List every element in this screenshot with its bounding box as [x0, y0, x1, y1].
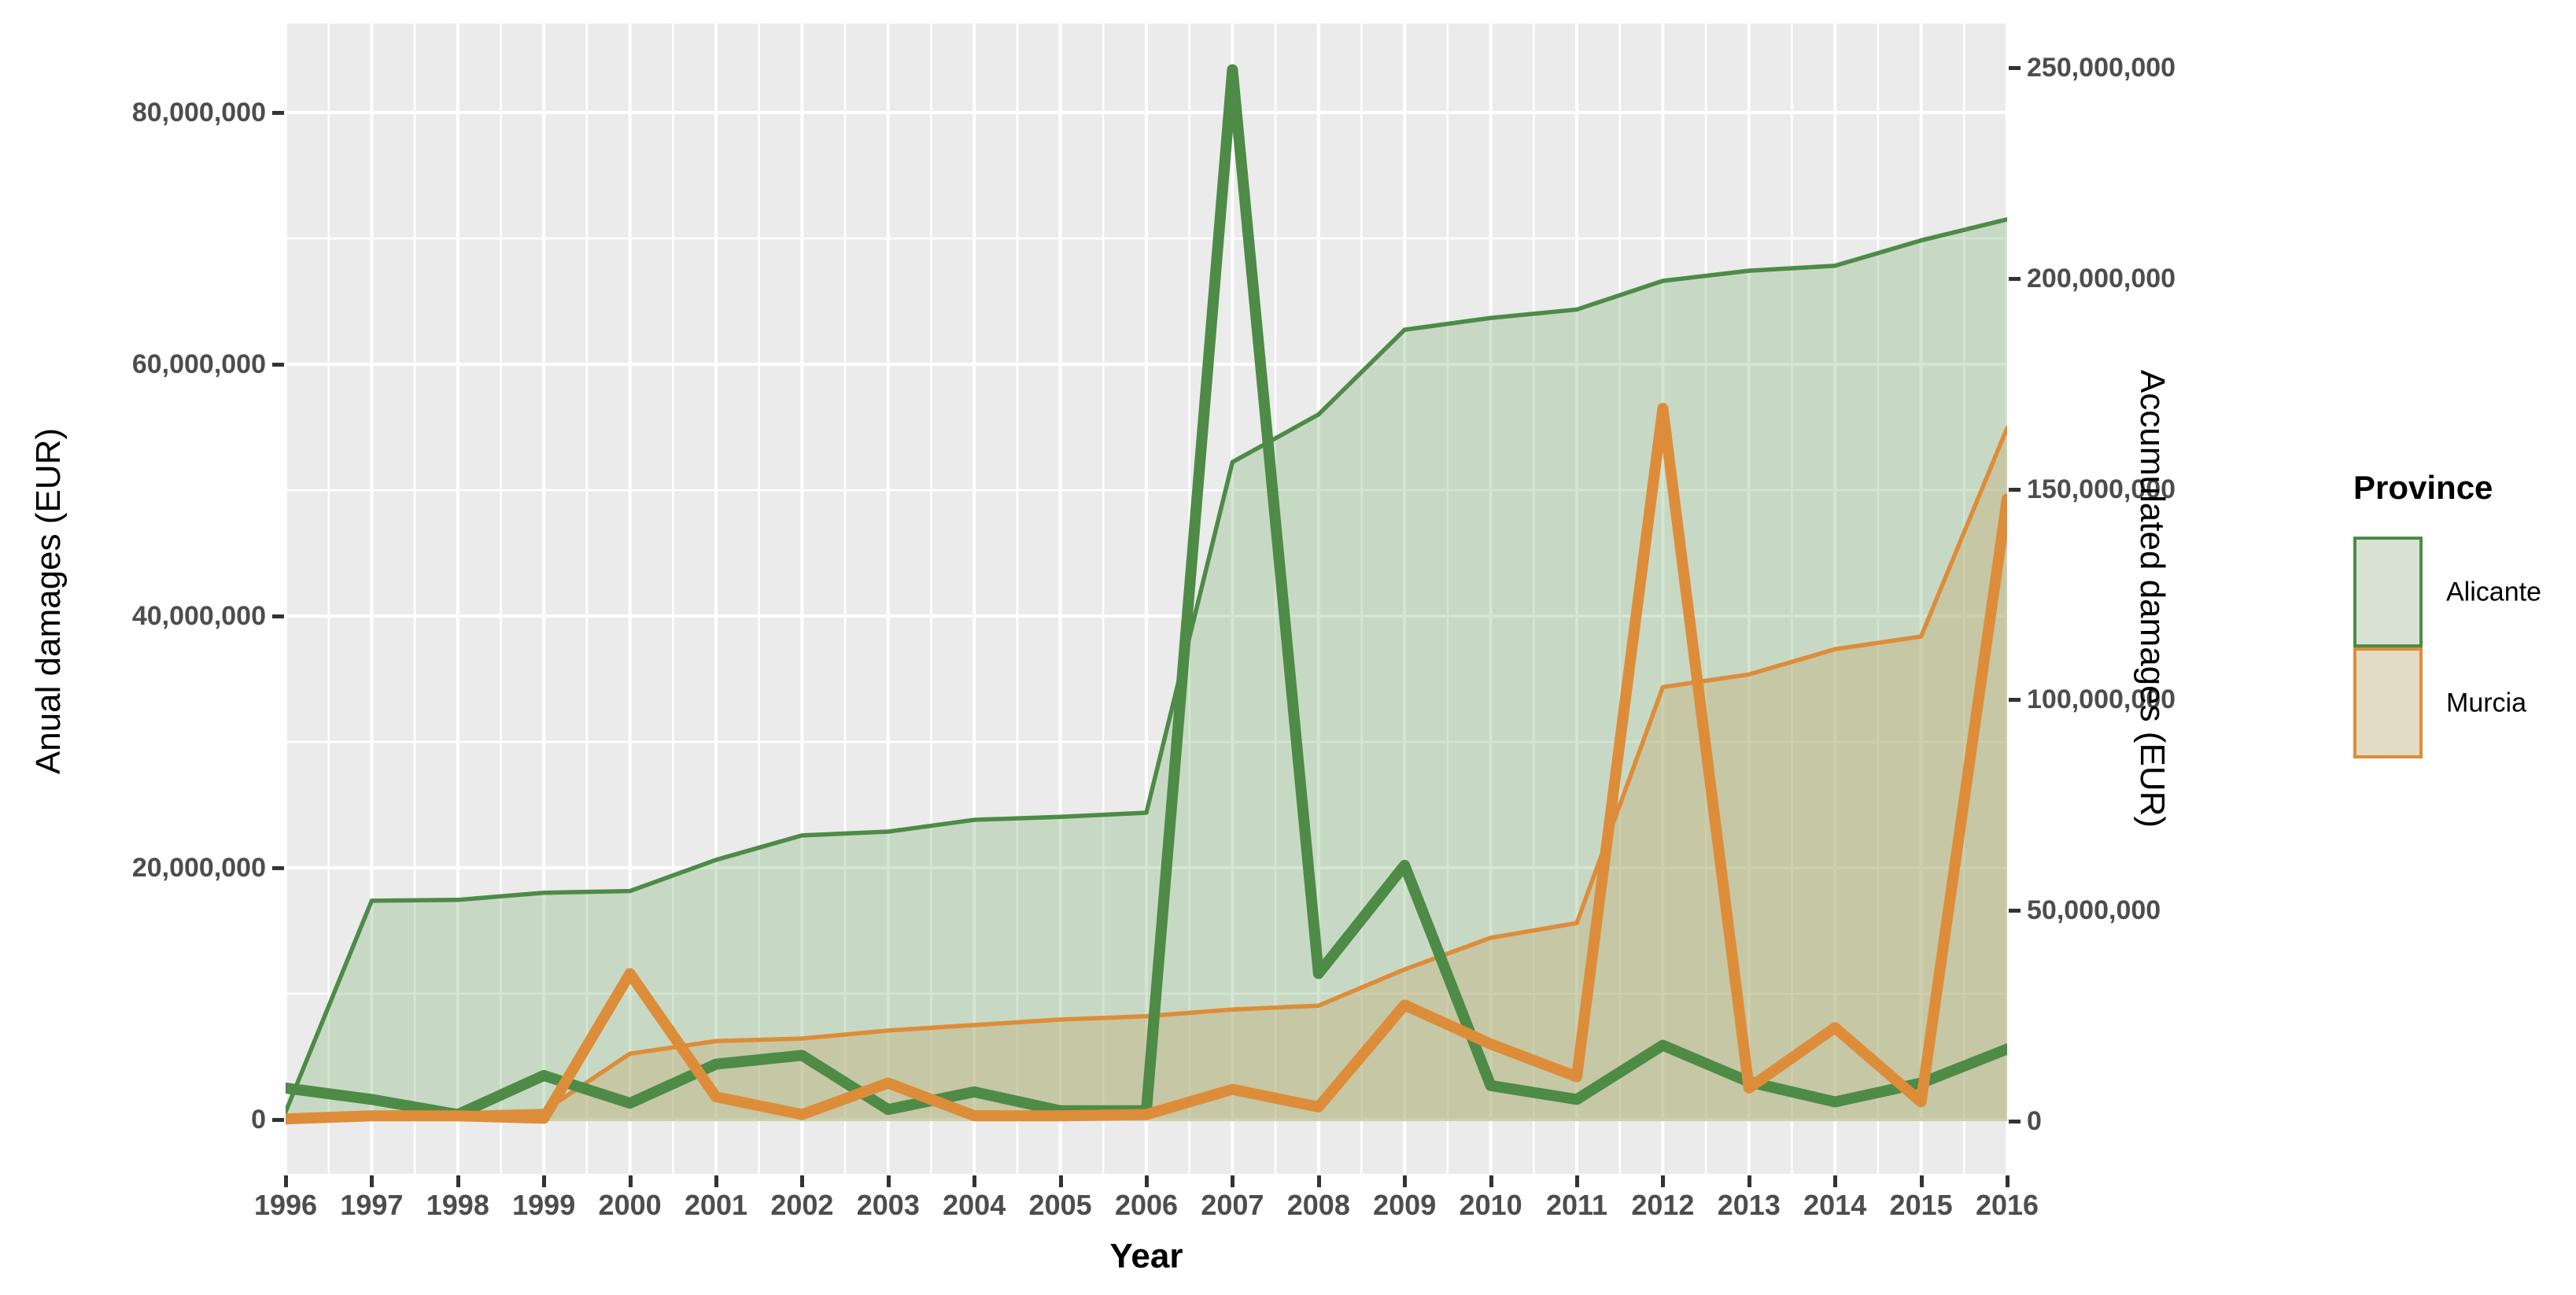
- x-axis-tick-label: 2008: [1286, 1189, 1350, 1221]
- x-axis-tick-mark: [800, 1175, 805, 1187]
- left-axis-tick-mark: [272, 111, 284, 115]
- right-axis-tick-mark: [2009, 487, 2021, 492]
- legend: Province Alicante Murcia: [2349, 469, 2576, 758]
- right-axis-tick-label: 250,000,000: [2027, 53, 2176, 83]
- left-axis-tick-label: 60,000,000: [131, 349, 266, 379]
- legend-item-murcia: Murcia: [2349, 648, 2576, 758]
- x-axis-tick-mark: [1489, 1175, 1493, 1187]
- x-axis-tick-label: 2016: [1975, 1189, 2039, 1221]
- left-axis-tick-mark: [272, 866, 284, 870]
- x-axis-tick-label: 2004: [943, 1189, 1006, 1221]
- legend-label-alicante: Alicante: [2446, 577, 2541, 607]
- right-axis-tick-label: 150,000,000: [2027, 474, 2176, 504]
- x-axis-tick-label: 2011: [1545, 1189, 1608, 1221]
- right-axis-tick-label: 0: [2027, 1106, 2042, 1136]
- x-axis-tick-mark: [1747, 1175, 1751, 1187]
- x-axis-tick-label: 2005: [1028, 1189, 1092, 1221]
- x-axis-tick-mark: [1919, 1175, 1924, 1187]
- x-axis-tick-label: 2001: [684, 1189, 748, 1221]
- right-axis-tick-mark: [2009, 909, 2021, 913]
- left-axis-title: Anual damages (EUR): [29, 427, 68, 775]
- x-axis-tick-label: 2003: [856, 1189, 920, 1221]
- x-axis-tick-mark: [456, 1175, 460, 1187]
- x-axis-tick-label: 2000: [598, 1189, 662, 1221]
- x-axis-tick-mark: [542, 1175, 547, 1187]
- x-axis-tick-mark: [1145, 1175, 1149, 1187]
- x-axis-tick-label: 2007: [1201, 1189, 1264, 1221]
- left-axis-tick-label: 0: [251, 1105, 266, 1135]
- line-alicante-accumulated: [286, 217, 2007, 1114]
- right-axis-tick-mark: [2009, 66, 2021, 70]
- area-murcia-accumulated: [286, 427, 2007, 1121]
- x-axis-tick-mark: [1316, 1175, 1321, 1187]
- line-murcia-annual: [286, 403, 2007, 1125]
- right-axis-tick-label: 50,000,000: [2027, 895, 2161, 926]
- x-axis-tick-label: 1999: [512, 1189, 576, 1221]
- x-axis-tick-label: 2002: [770, 1189, 834, 1221]
- left-axis-tick-mark: [272, 363, 284, 367]
- x-axis-tick-label: 1997: [340, 1189, 404, 1221]
- x-axis-tick-label: 2014: [1803, 1189, 1867, 1221]
- x-axis-tick-mark: [1575, 1175, 1579, 1187]
- right-axis-tick-label: 200,000,000: [2027, 263, 2176, 293]
- left-axis-tick-label: 40,000,000: [131, 601, 266, 631]
- x-axis-tick-label: 2010: [1459, 1189, 1522, 1221]
- legend-title: Province: [2353, 469, 2493, 506]
- x-axis-tick-label: 1998: [426, 1189, 489, 1221]
- plot-panel: [286, 24, 2007, 1174]
- area-alicante-accumulated: [286, 219, 2007, 1122]
- x-axis-tick-label: 1996: [253, 1189, 318, 1221]
- x-axis-tick-mark: [714, 1175, 718, 1187]
- right-axis-tick-mark: [2009, 276, 2021, 281]
- x-axis-tick-mark: [370, 1175, 375, 1187]
- legend-label-murcia: Murcia: [2446, 688, 2527, 718]
- left-axis-tick-mark: [272, 1118, 284, 1122]
- x-axis-tick-mark: [886, 1175, 891, 1187]
- left-axis-tick-mark: [272, 614, 284, 618]
- line-murcia-accumulated: [286, 426, 2007, 1123]
- x-axis-tick-label: 2009: [1373, 1189, 1437, 1221]
- alicante-swatch: [2353, 537, 2423, 648]
- left-axis-tick-label: 20,000,000: [131, 853, 266, 883]
- x-axis-tick-mark: [1833, 1175, 1838, 1187]
- legend-item-alicante: Alicante: [2349, 537, 2576, 648]
- left-axis-tick-label: 80,000,000: [131, 98, 266, 127]
- right-axis-tick-label: 100,000,000: [2027, 684, 2176, 715]
- x-axis-tick-mark: [1661, 1175, 1666, 1187]
- murcia-swatch: [2353, 648, 2423, 758]
- x-axis-tick-mark: [2006, 1175, 2010, 1187]
- x-axis-tick-mark: [1058, 1175, 1063, 1187]
- x-axis-tick-label: 2006: [1114, 1189, 1179, 1221]
- right-axis-tick-mark: [2009, 1120, 2021, 1123]
- x-axis-tick-mark: [972, 1175, 977, 1187]
- x-axis-tick-mark: [1231, 1175, 1235, 1187]
- right-axis-title: Accumulated damages (EUR): [2133, 369, 2172, 828]
- x-axis-title: Year: [1109, 1237, 1183, 1275]
- x-axis-tick-label: 2012: [1631, 1189, 1695, 1221]
- x-axis-tick-label: 2013: [1717, 1189, 1781, 1221]
- right-axis-tick-mark: [2009, 698, 2021, 703]
- x-axis-tick-label: 2015: [1889, 1189, 1953, 1221]
- x-axis-tick-mark: [284, 1175, 288, 1187]
- x-axis-tick-mark: [628, 1175, 633, 1187]
- chart-svg: [286, 24, 2007, 1174]
- x-axis-tick-mark: [1403, 1175, 1408, 1187]
